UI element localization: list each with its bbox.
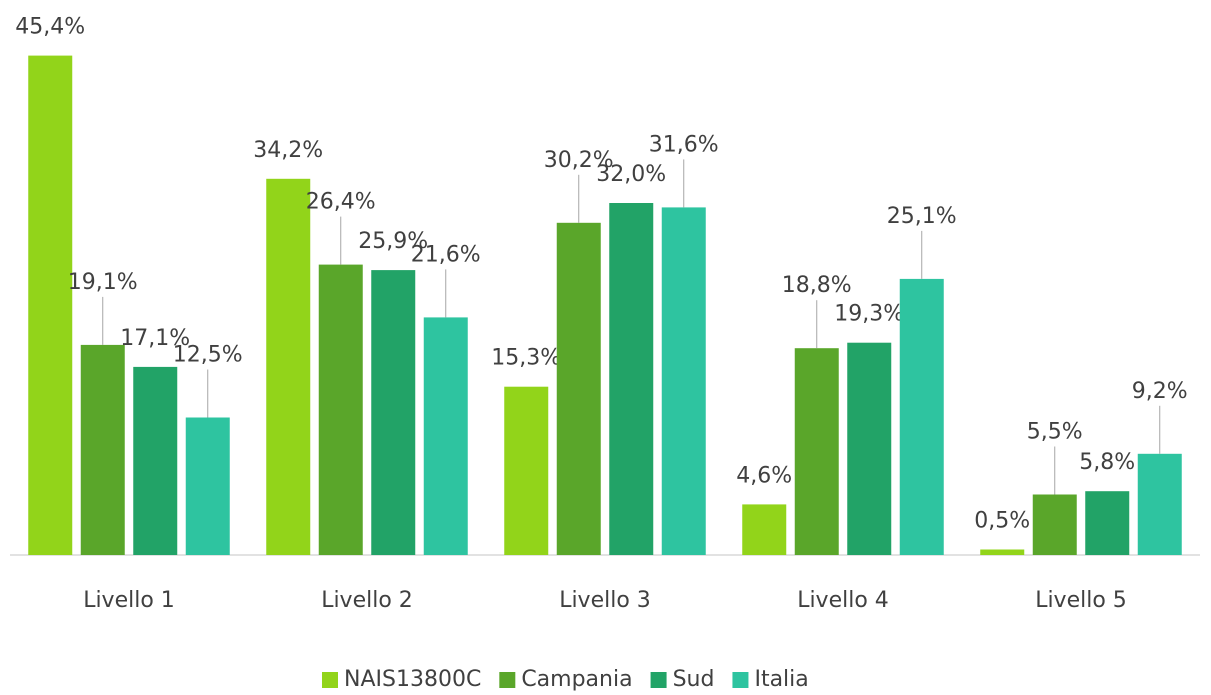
legend-label: Italia: [754, 667, 808, 692]
data-label: 32,0%: [596, 162, 666, 187]
bar: [661, 207, 706, 555]
data-label: 19,1%: [68, 270, 138, 295]
bar: [80, 344, 125, 555]
x-tick-label: Livello 2: [321, 588, 413, 613]
legend-label: NAIS13800C: [344, 667, 481, 692]
data-label: 34,2%: [253, 138, 323, 163]
bar: [423, 317, 468, 555]
bar: [133, 366, 178, 555]
bar: [847, 342, 892, 555]
x-tick-label: Livello 4: [797, 588, 889, 613]
data-label: 17,1%: [120, 326, 190, 351]
x-tick-label: Livello 5: [1035, 588, 1127, 613]
data-label: 26,4%: [306, 190, 376, 215]
bar: [556, 222, 601, 556]
data-label: 5,5%: [1027, 420, 1083, 445]
bar: [1137, 453, 1182, 555]
data-label: 31,6%: [649, 132, 719, 157]
bar: [899, 278, 944, 555]
bar: [318, 264, 363, 555]
x-tick-label: Livello 1: [83, 588, 175, 613]
bar: [371, 270, 416, 555]
x-tick-label: Livello 3: [559, 588, 651, 613]
data-label: 12,5%: [173, 343, 243, 368]
bar: [1085, 491, 1130, 555]
legend-label: Campania: [521, 667, 632, 692]
data-label: 30,2%: [544, 148, 614, 173]
data-label: 45,4%: [15, 15, 85, 40]
legend-label: Sud: [673, 667, 715, 692]
bar: [28, 55, 73, 555]
bar: [742, 504, 787, 555]
bar: [266, 178, 311, 556]
legend-swatch: [499, 672, 516, 688]
bar: [609, 203, 654, 555]
bar: [185, 417, 230, 555]
data-label: 15,3%: [491, 346, 561, 371]
data-label: 21,6%: [411, 242, 481, 267]
data-label: 9,2%: [1132, 379, 1188, 404]
bar: [504, 386, 549, 555]
legend-swatch: [650, 672, 667, 688]
bar: [794, 348, 839, 555]
bar: [980, 549, 1025, 555]
data-label: 5,8%: [1079, 450, 1135, 475]
legend-swatch: [732, 672, 749, 688]
data-label: 0,5%: [974, 509, 1030, 534]
data-label: 25,1%: [887, 204, 957, 229]
data-label: 4,6%: [736, 463, 792, 488]
legend-swatch: [322, 672, 338, 688]
data-label: 19,3%: [834, 302, 904, 327]
bar: [1032, 494, 1077, 555]
data-label: 25,9%: [358, 229, 428, 254]
data-label: 18,8%: [782, 273, 852, 298]
